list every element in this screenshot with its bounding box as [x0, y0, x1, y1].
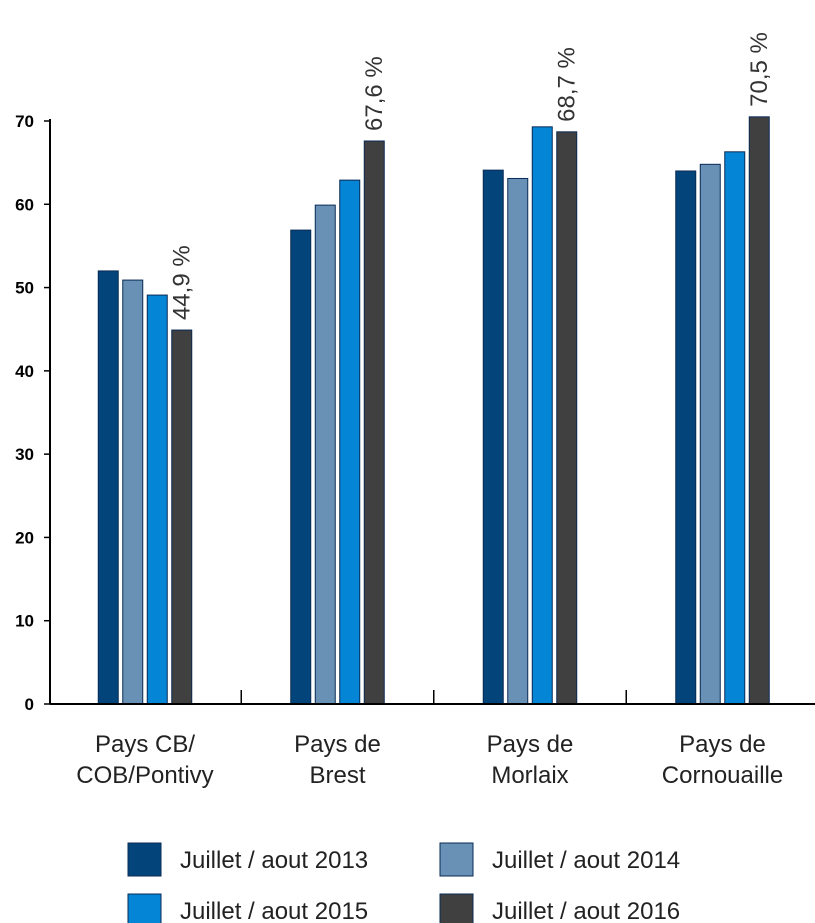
data-label: 68,7 %: [554, 47, 581, 122]
bar: [363, 140, 385, 705]
bar: [531, 126, 553, 705]
bar: [675, 170, 697, 705]
y-tick-label: 20: [15, 528, 34, 547]
bar: [314, 204, 336, 705]
legend-swatch: [127, 842, 162, 877]
bar: [97, 270, 119, 705]
x-axis: Pays CB/COB/Pontivy Pays de Brest Pays de Mo…: [50, 690, 815, 789]
category-label: Pays de Brest: [294, 731, 381, 789]
bar: [724, 151, 746, 705]
legend-label: Juillet / aout 2016: [492, 898, 680, 923]
y-tick-label: 40: [15, 362, 34, 381]
bar: [146, 294, 168, 705]
bars: [97, 116, 770, 705]
category-label: Pays de Cornouaille: [662, 731, 783, 789]
category-label: Pays de Morlaix: [487, 731, 574, 789]
data-label: 70,5 %: [746, 32, 773, 107]
data-label: 67,6 %: [361, 56, 388, 131]
bar: [556, 131, 578, 705]
bar: [699, 163, 721, 705]
bar: [339, 179, 361, 705]
bar: [122, 279, 144, 705]
bar: [507, 177, 529, 705]
bar: [482, 169, 504, 705]
y-axis: 0 10 20 30 40 50 60 70: [15, 112, 51, 714]
legend: Juillet / aout 2013 Juillet / aout 2014 Ju…: [127, 842, 680, 923]
y-tick-label: 50: [15, 279, 34, 298]
category-label: Pays CB/COB/Pontivy: [76, 731, 213, 789]
y-tick-label: 60: [15, 195, 34, 214]
legend-label: Juillet / aout 2013: [180, 847, 368, 874]
legend-swatch: [439, 842, 474, 877]
y-tick-label: 10: [15, 612, 34, 631]
legend-swatch: [127, 893, 162, 923]
bar: [171, 329, 193, 705]
legend-label: Juillet / aout 2014: [492, 847, 680, 874]
legend-swatch: [439, 893, 474, 923]
y-tick-label: 70: [15, 112, 34, 131]
bar: [748, 116, 770, 705]
data-label: 44,9 %: [169, 245, 196, 320]
data-labels: 44,9 % 67,6 % 68,7 % 70,5 %: [169, 32, 774, 320]
y-tick-label: 0: [25, 695, 34, 714]
legend-label: Juillet / aout 2015: [180, 898, 368, 923]
y-tick-label: 30: [15, 445, 34, 464]
bar: [290, 229, 312, 705]
